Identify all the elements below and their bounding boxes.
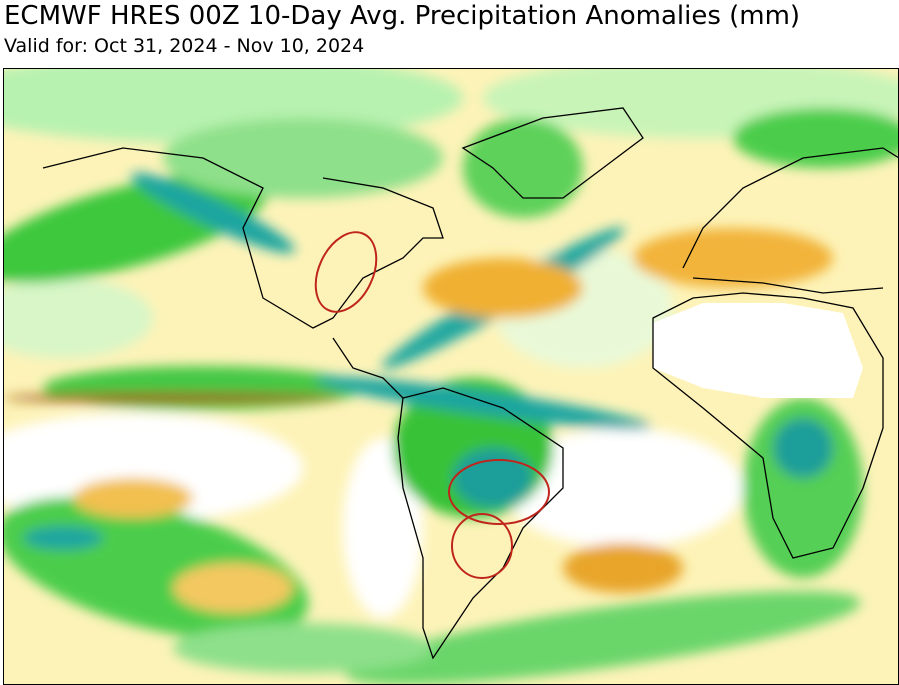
map-subtitle: Valid for: Oct 31, 2024 - Nov 10, 2024 (4, 35, 365, 57)
europe (682, 147, 899, 294)
highlight-ellipse (451, 513, 513, 579)
blob (733, 108, 899, 168)
blob (23, 526, 103, 550)
north-america (42, 147, 444, 329)
blob (43, 366, 363, 410)
highlights (314, 231, 550, 579)
dry-region (653, 303, 863, 398)
africa (652, 292, 884, 559)
central-america (332, 337, 404, 399)
blob (173, 623, 433, 673)
blob (773, 418, 833, 478)
greenland (461, 107, 644, 199)
blob (743, 398, 863, 578)
south-america (397, 387, 564, 660)
blob (3, 278, 153, 358)
blob (463, 118, 583, 218)
precipitation-map (3, 68, 899, 685)
coastlines (42, 107, 899, 660)
blob (131, 172, 295, 254)
blob (163, 118, 443, 198)
blob (3, 393, 343, 403)
blob (633, 228, 833, 288)
anomaly-field (3, 68, 899, 685)
highlight-ellipse (314, 231, 378, 313)
blob (314, 376, 652, 430)
blob (453, 448, 533, 508)
anomaly-blobs (3, 68, 899, 685)
blob (345, 591, 861, 685)
blob (73, 478, 193, 518)
blob (423, 258, 583, 318)
map-title: ECMWF HRES 00Z 10-Day Avg. Precipitation… (4, 1, 801, 31)
highlight-ellipse (448, 459, 550, 525)
blob (563, 543, 683, 593)
blob (173, 563, 293, 613)
